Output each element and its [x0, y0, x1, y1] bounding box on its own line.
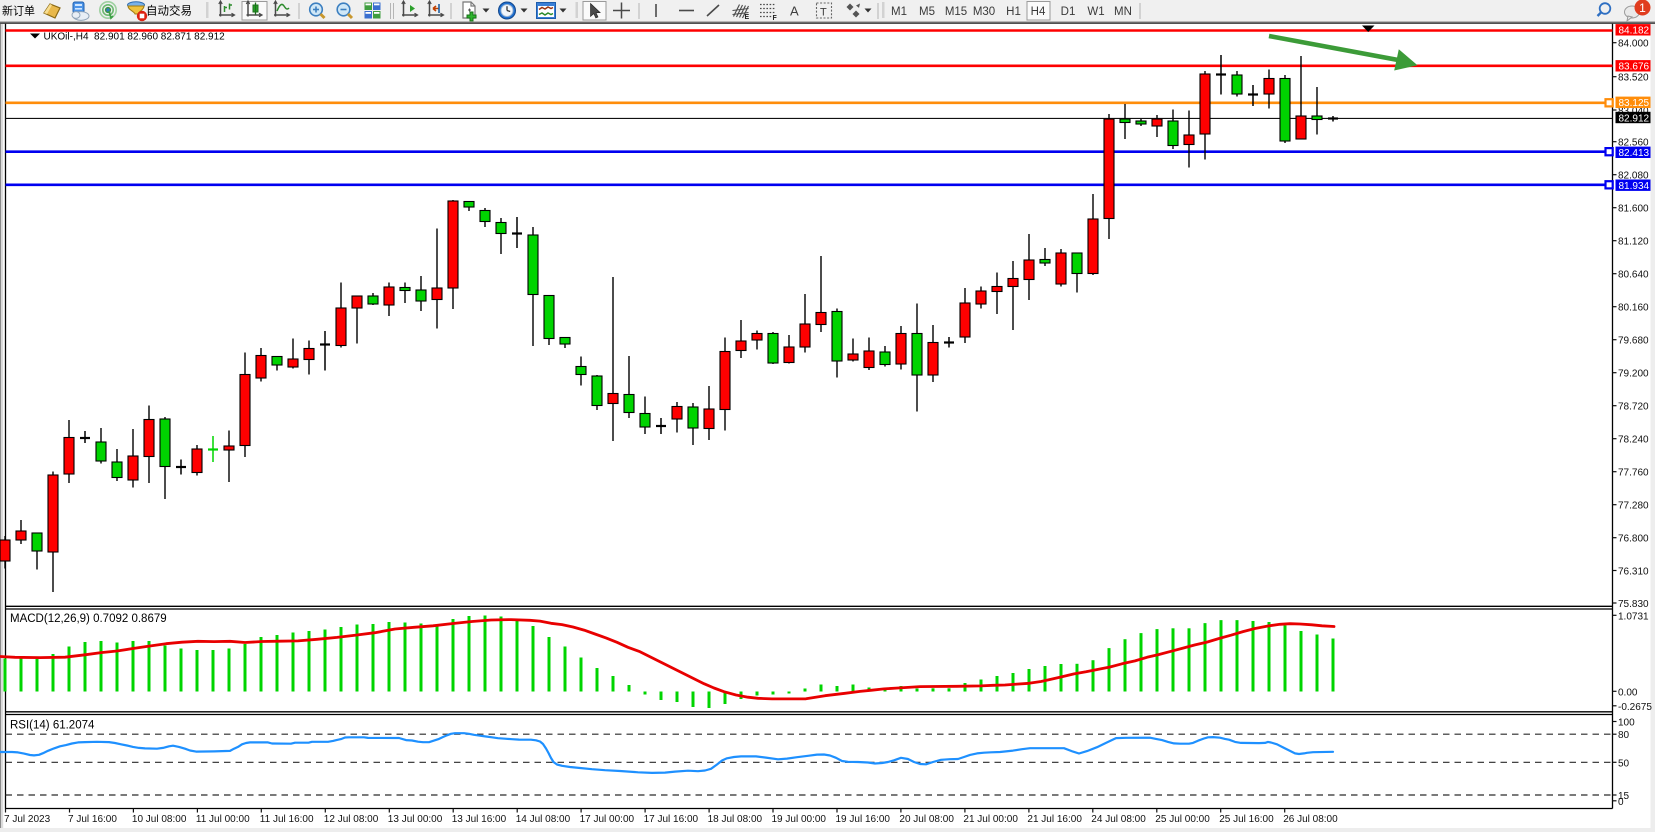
svg-text:1.0731: 1.0731	[1618, 611, 1649, 622]
svg-text:84.182: 84.182	[1619, 26, 1650, 37]
svg-text:77.280: 77.280	[1618, 501, 1649, 512]
svg-text:83.125: 83.125	[1619, 98, 1650, 109]
svg-text:MACD(12,26,9) 0.7092 0.8679: MACD(12,26,9) 0.7092 0.8679	[10, 613, 167, 625]
svg-text:12 Jul 08:00: 12 Jul 08:00	[324, 814, 379, 825]
svg-text:14 Jul 08:00: 14 Jul 08:00	[516, 814, 571, 825]
svg-text:81.934: 81.934	[1619, 181, 1650, 192]
svg-text:M1: M1	[891, 6, 907, 18]
svg-text:21 Jul 00:00: 21 Jul 00:00	[963, 814, 1018, 825]
svg-text:1: 1	[1639, 1, 1646, 15]
svg-text:84.000: 84.000	[1618, 39, 1649, 50]
svg-text:100: 100	[1618, 718, 1635, 729]
svg-text:76.800: 76.800	[1618, 534, 1649, 545]
svg-text:75.830: 75.830	[1618, 599, 1649, 610]
svg-text:19 Jul 16:00: 19 Jul 16:00	[836, 814, 891, 825]
svg-text:M30: M30	[973, 6, 995, 18]
svg-text:76.310: 76.310	[1618, 567, 1649, 578]
svg-text:10 Jul 08:00: 10 Jul 08:00	[132, 814, 187, 825]
svg-text:11 Jul 00:00: 11 Jul 00:00	[196, 814, 250, 825]
svg-text:25 Jul 16:00: 25 Jul 16:00	[1219, 814, 1274, 825]
svg-text:80.160: 80.160	[1618, 303, 1649, 314]
svg-text:MN: MN	[1114, 6, 1132, 18]
svg-text:17 Jul 16:00: 17 Jul 16:00	[644, 814, 699, 825]
svg-text:82.413: 82.413	[1619, 148, 1650, 159]
svg-text:79.680: 79.680	[1618, 336, 1649, 347]
svg-text:82.912: 82.912	[1619, 113, 1650, 124]
svg-text:80.640: 80.640	[1618, 270, 1649, 281]
svg-text:0.00: 0.00	[1618, 687, 1638, 698]
svg-text:H4: H4	[1031, 6, 1046, 18]
svg-text:13 Jul 00:00: 13 Jul 00:00	[388, 814, 443, 825]
svg-text:A: A	[790, 4, 799, 19]
svg-text:80: 80	[1618, 730, 1630, 741]
svg-text:24 Jul 08:00: 24 Jul 08:00	[1091, 814, 1146, 825]
svg-text:26 Jul 08:00: 26 Jul 08:00	[1283, 814, 1338, 825]
svg-text:M5: M5	[919, 6, 935, 18]
svg-text:21 Jul 16:00: 21 Jul 16:00	[1027, 814, 1082, 825]
svg-text:82.560: 82.560	[1618, 138, 1649, 149]
svg-text:RSI(14) 61.2074: RSI(14) 61.2074	[10, 720, 95, 732]
svg-text:79.200: 79.200	[1618, 369, 1649, 380]
svg-text:13 Jul 16:00: 13 Jul 16:00	[452, 814, 507, 825]
svg-text:H1: H1	[1006, 6, 1021, 18]
svg-text:15: 15	[1618, 791, 1630, 802]
svg-text:82.080: 82.080	[1618, 171, 1649, 182]
svg-text:T: T	[820, 7, 827, 19]
svg-text:83.040: 83.040	[1618, 106, 1649, 117]
svg-text:50: 50	[1618, 758, 1630, 769]
svg-text:-0.2675: -0.2675	[1618, 702, 1652, 713]
svg-text:81.600: 81.600	[1618, 204, 1649, 215]
svg-text:83.676: 83.676	[1619, 62, 1650, 73]
svg-text:0: 0	[1618, 797, 1624, 808]
svg-text:W1: W1	[1087, 6, 1104, 18]
svg-text:自动交易: 自动交易	[146, 4, 192, 18]
svg-text:D1: D1	[1061, 6, 1076, 18]
svg-text:81.120: 81.120	[1618, 237, 1649, 248]
svg-text:F: F	[773, 15, 778, 22]
svg-text:77.760: 77.760	[1618, 468, 1649, 479]
svg-text:78.240: 78.240	[1618, 435, 1649, 446]
svg-text:7 Jul 16:00: 7 Jul 16:00	[68, 814, 117, 825]
svg-text:17 Jul 00:00: 17 Jul 00:00	[580, 814, 635, 825]
svg-text:25 Jul 00:00: 25 Jul 00:00	[1155, 814, 1210, 825]
svg-text:M15: M15	[945, 6, 967, 18]
svg-text:E: E	[745, 14, 750, 21]
svg-text:19 Jul 00:00: 19 Jul 00:00	[772, 814, 827, 825]
svg-text:7 Jul 2023: 7 Jul 2023	[4, 814, 51, 825]
svg-text:新订单: 新订单	[2, 4, 35, 18]
svg-text:UKOil-,H4 82.901 82.960 82.87: UKOil-,H4 82.901 82.960 82.871 82.912	[44, 32, 226, 43]
svg-text:20 Jul 08:00: 20 Jul 08:00	[899, 814, 954, 825]
svg-text:83.520: 83.520	[1618, 73, 1649, 84]
svg-text:11 Jul 16:00: 11 Jul 16:00	[260, 814, 314, 825]
svg-text:18 Jul 08:00: 18 Jul 08:00	[708, 814, 763, 825]
svg-text:78.720: 78.720	[1618, 402, 1649, 413]
